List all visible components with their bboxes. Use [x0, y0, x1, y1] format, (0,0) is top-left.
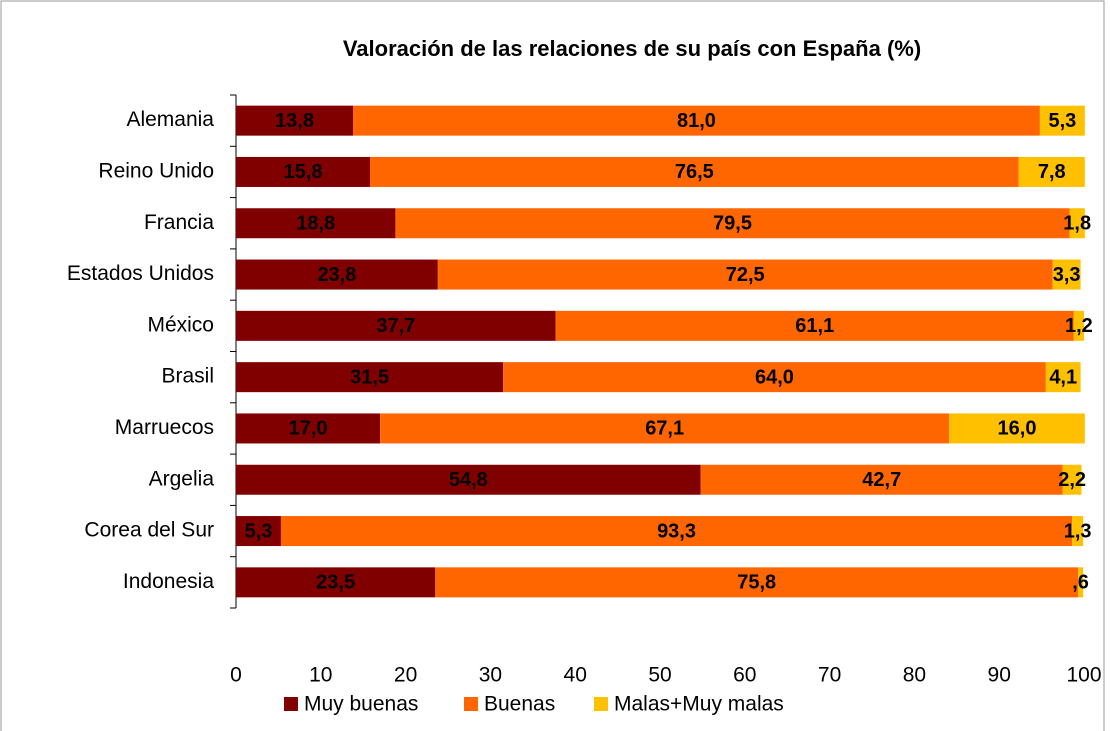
data-label: 81,0	[677, 110, 716, 132]
x-tick-label: 20	[394, 664, 417, 687]
data-label: 72,5	[726, 264, 765, 286]
bar-segment	[236, 413, 381, 444]
bar-segment	[236, 310, 556, 341]
x-tick-label: 70	[818, 664, 841, 687]
bar-segment	[236, 464, 701, 495]
data-label: 17,0	[289, 418, 328, 440]
x-tick-label: 80	[903, 664, 926, 687]
bar-segment	[1045, 362, 1081, 393]
category-label: Estados Unidos	[67, 262, 214, 285]
data-label: 1,3	[1064, 520, 1092, 542]
data-label: 42,7	[862, 469, 901, 491]
bar-segment	[395, 208, 1070, 239]
bar-segment	[1078, 567, 1084, 598]
bar-segment	[1072, 516, 1084, 547]
category-label: Argelia	[149, 467, 215, 490]
data-label: 75,8	[737, 572, 776, 594]
data-label: 23,5	[316, 572, 355, 594]
bar-segment	[236, 516, 281, 547]
bar-segment	[1069, 208, 1085, 239]
bar-segment	[236, 105, 354, 136]
data-label: 1,2	[1065, 315, 1093, 337]
bar-segment	[380, 413, 950, 444]
bar-segment	[1039, 105, 1085, 136]
data-label: 4,1	[1049, 366, 1077, 388]
data-label: 5,3	[1048, 110, 1076, 132]
data-label: 1,8	[1063, 213, 1091, 235]
bar-segment	[555, 310, 1074, 341]
bar-segment	[700, 464, 1063, 495]
data-label: 93,3	[657, 520, 696, 542]
category-label: Reino Unido	[98, 159, 214, 182]
data-label: 31,5	[350, 366, 389, 388]
bar-segment	[1062, 464, 1082, 495]
bar-segment	[236, 259, 438, 290]
category-label: Corea del Sur	[84, 519, 214, 542]
data-label: 54,8	[449, 469, 488, 491]
bar-segment	[435, 567, 1079, 598]
data-label: 18,8	[296, 213, 335, 235]
legend-label: Muy buenas	[304, 693, 418, 716]
x-tick-label: 60	[733, 664, 756, 687]
data-label: 13,8	[275, 110, 314, 132]
chart-title: Valoración de las relaciones de su país …	[343, 36, 921, 61]
x-tick-label: 100	[1066, 664, 1101, 687]
data-label: 61,1	[795, 315, 834, 337]
legend-swatch	[594, 697, 608, 711]
data-label: 16,0	[998, 418, 1037, 440]
x-tick-label: 90	[988, 664, 1011, 687]
x-tick-label: 50	[648, 664, 671, 687]
data-label: 64,0	[755, 366, 794, 388]
category-label: Alemania	[126, 108, 214, 131]
bar-segment	[1073, 310, 1084, 341]
x-tick-label: 40	[564, 664, 587, 687]
x-tick-label: 30	[479, 664, 502, 687]
category-label: Brasil	[161, 365, 214, 388]
data-label: 79,5	[713, 213, 752, 235]
data-label: 67,1	[645, 418, 684, 440]
legend-label: Malas+Muy malas	[614, 693, 784, 716]
data-label: 2,2	[1058, 469, 1086, 491]
bar-segment	[369, 156, 1019, 187]
legend-label: Buenas	[484, 693, 555, 716]
bar-segment	[1018, 156, 1085, 187]
data-label: 3,3	[1053, 264, 1081, 286]
category-label: México	[147, 313, 214, 336]
bar-segment	[437, 259, 1053, 290]
data-label: 37,7	[376, 315, 415, 337]
bar-segment	[1052, 259, 1081, 290]
bar-segment	[949, 413, 1085, 444]
data-label: 23,8	[317, 264, 356, 286]
legend-swatch	[284, 697, 298, 711]
bar-segment	[353, 105, 1040, 136]
data-label: 7,8	[1038, 161, 1066, 183]
category-label: Indonesia	[123, 570, 214, 593]
data-label: ,6	[1072, 572, 1089, 594]
x-tick-label: 10	[309, 664, 332, 687]
category-label: Francia	[144, 211, 214, 234]
bar-segment	[503, 362, 1046, 393]
data-label: 76,5	[675, 161, 714, 183]
bar-segment	[236, 567, 436, 598]
legend-swatch	[464, 697, 478, 711]
bar-segment	[280, 516, 1073, 547]
category-label: Marruecos	[115, 416, 214, 439]
data-label: 5,3	[245, 520, 273, 542]
bar-segment	[236, 156, 370, 187]
bar-segment	[236, 362, 504, 393]
bar-segment	[236, 208, 396, 239]
x-tick-label: 0	[230, 664, 242, 687]
data-label: 15,8	[284, 161, 323, 183]
